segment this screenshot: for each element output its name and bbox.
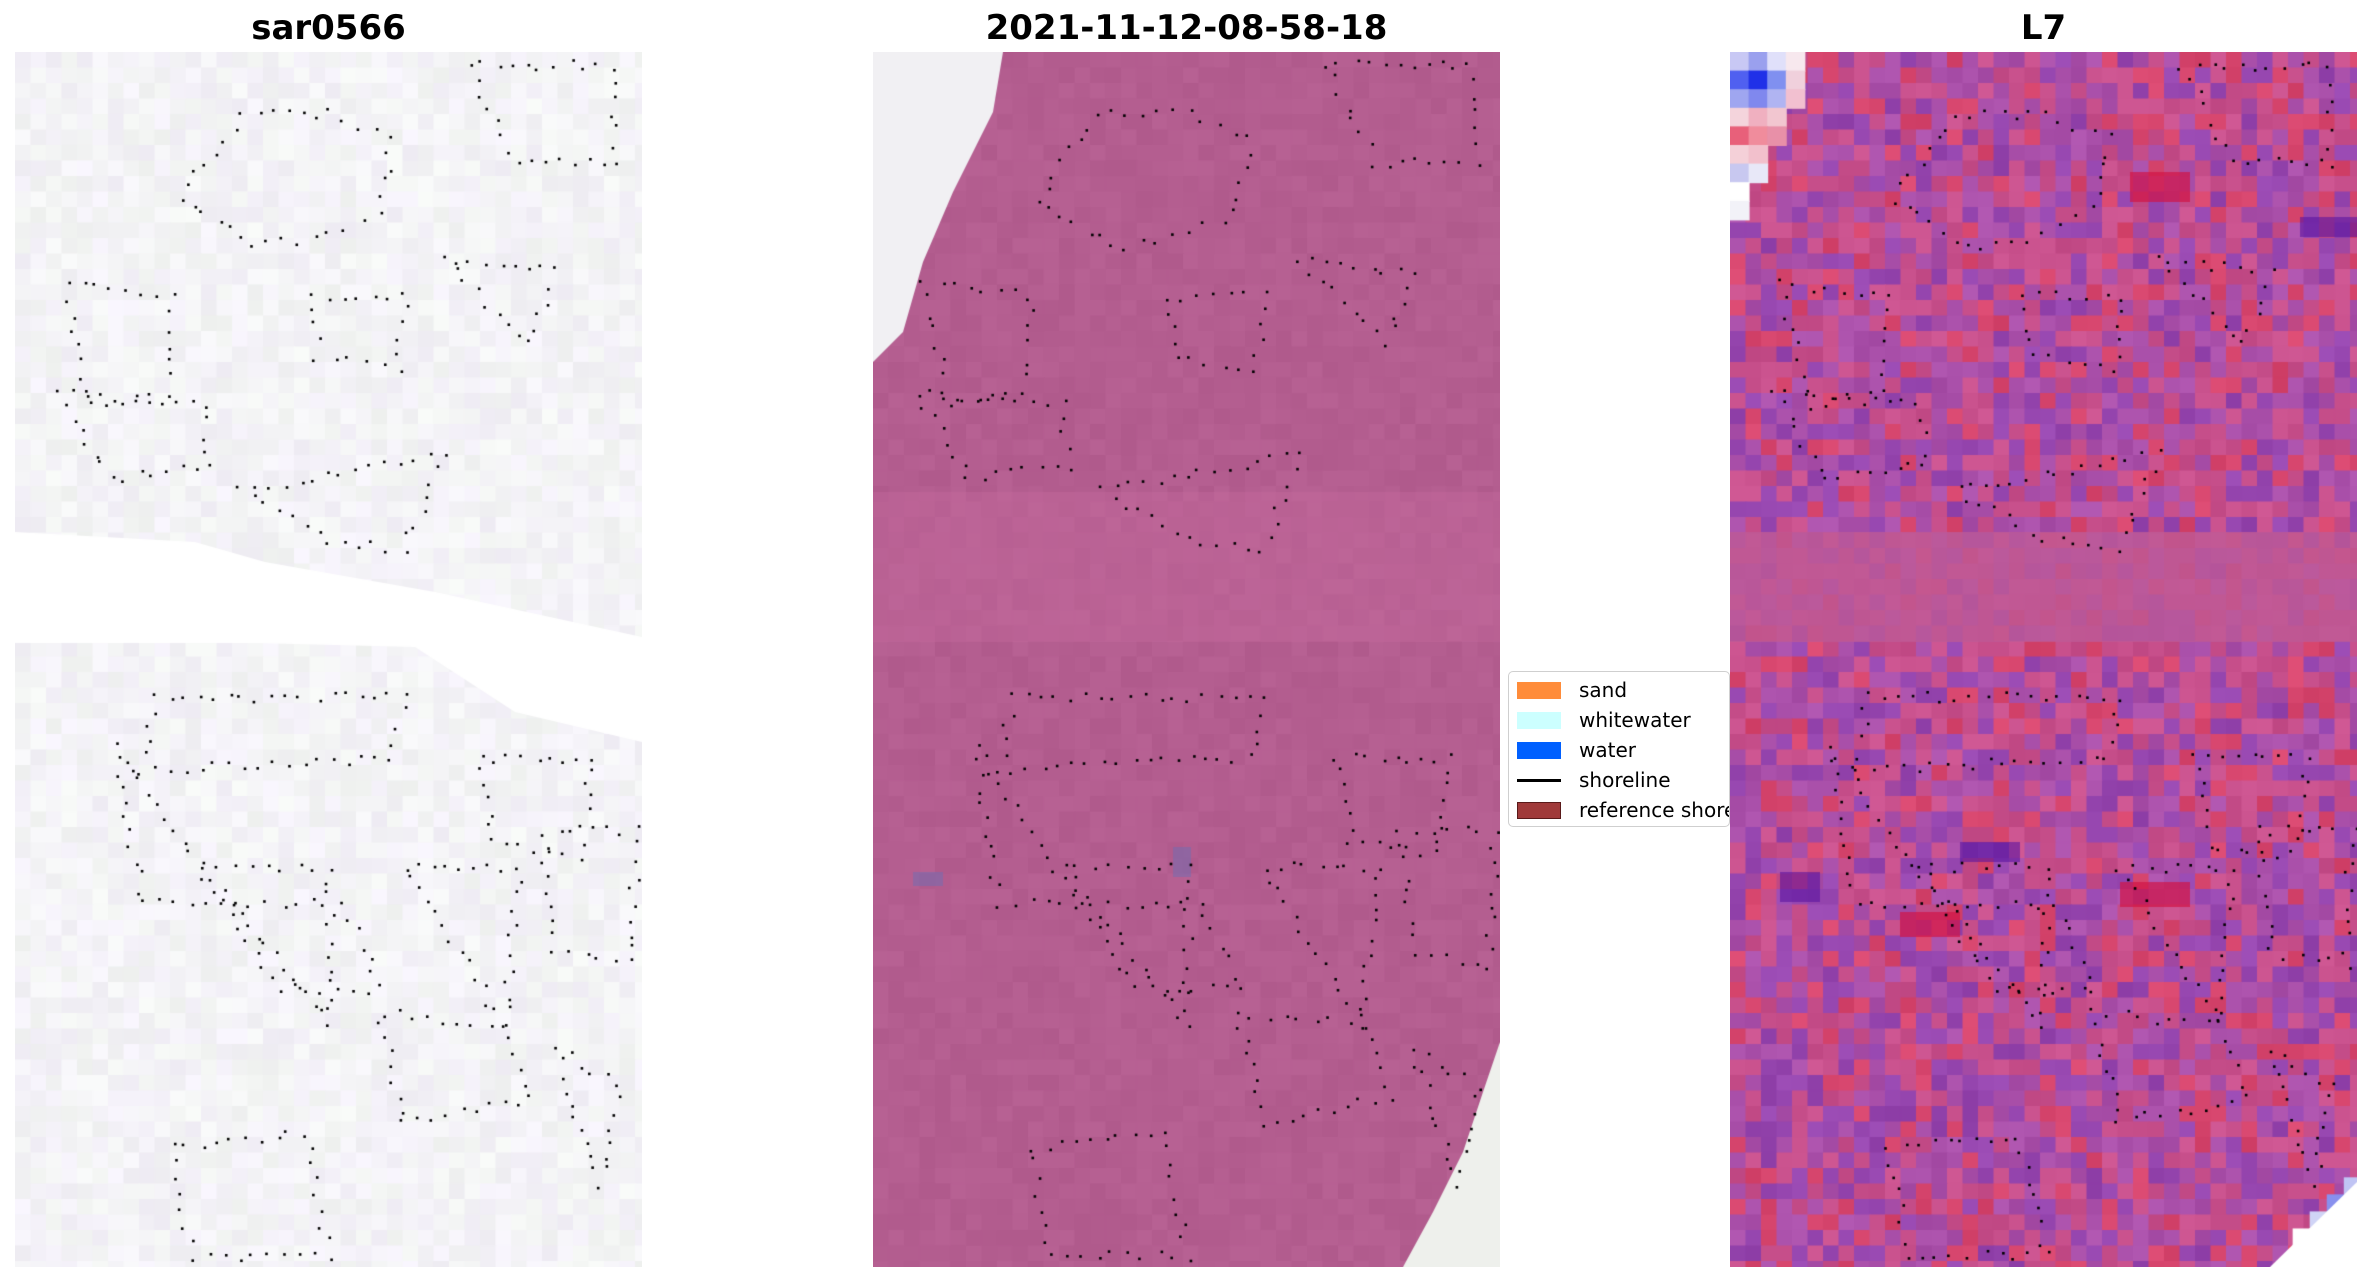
rgb-image-panel bbox=[15, 52, 642, 1267]
legend-swatch-reference-shoreline bbox=[1517, 801, 1561, 819]
legend-item-sand: sand bbox=[1517, 678, 1627, 702]
legend-swatch-water bbox=[1517, 741, 1561, 759]
legend-item-shoreline: shoreline bbox=[1517, 768, 1671, 792]
legend-item-water: water bbox=[1517, 738, 1636, 762]
legend-label-reference-shoreline: reference shoreline bbox=[1579, 798, 1729, 822]
panel-title-rgb: sar0566 bbox=[251, 8, 406, 48]
legend-swatch-whitewater bbox=[1517, 711, 1561, 729]
legend-item-reference-shoreline: reference shoreline bbox=[1517, 798, 1729, 822]
legend-label-water: water bbox=[1579, 738, 1636, 762]
classified-image-panel bbox=[873, 52, 1500, 1267]
legend: sand whitewater water shoreline referenc… bbox=[1508, 671, 1730, 827]
panel-title-index: L7 bbox=[2020, 8, 2067, 48]
legend-label-sand: sand bbox=[1579, 678, 1628, 702]
panel-title-classified: 2021-11-12-08-58-18 bbox=[985, 8, 1388, 48]
legend-swatch-sand bbox=[1517, 681, 1561, 699]
legend-item-whitewater: whitewater bbox=[1517, 708, 1691, 732]
index-image-panel bbox=[1730, 52, 2357, 1267]
legend-label-whitewater: whitewater bbox=[1579, 708, 1691, 732]
legend-line-shoreline bbox=[1517, 778, 1561, 782]
legend-label-shoreline: shoreline bbox=[1579, 768, 1671, 792]
